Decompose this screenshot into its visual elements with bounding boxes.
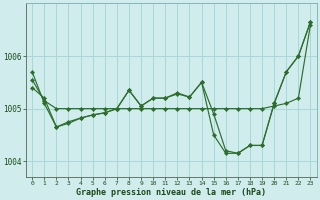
X-axis label: Graphe pression niveau de la mer (hPa): Graphe pression niveau de la mer (hPa) bbox=[76, 188, 266, 197]
